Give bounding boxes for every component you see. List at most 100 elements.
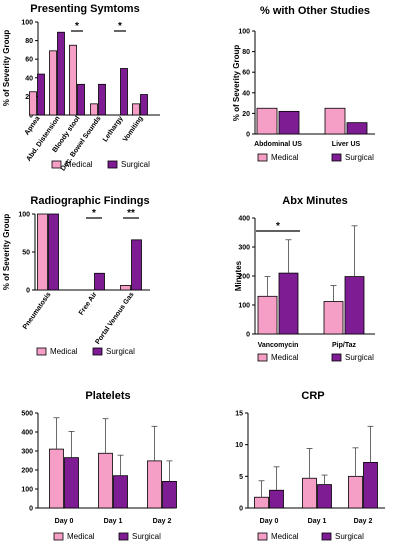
chart-title: % with Other Studies — [260, 5, 370, 17]
y-tick-label: 100 — [238, 303, 250, 310]
bar-surgical — [37, 73, 45, 116]
y-tick-label: 200 — [21, 468, 33, 475]
bar-medical — [147, 460, 162, 509]
bar-medical — [256, 107, 278, 135]
legend-swatch-surgical — [92, 347, 103, 356]
bar-medical — [49, 448, 64, 509]
category-label: Day 2 — [354, 518, 373, 525]
legend-label: Medical — [50, 347, 78, 356]
legend-label: Medical — [271, 153, 299, 162]
bar-surgical — [64, 457, 79, 509]
bar-medical — [37, 213, 48, 291]
bar-medical — [120, 285, 131, 291]
bar-medical — [254, 496, 269, 509]
y-tick-label: 20 — [242, 111, 250, 118]
y-tick-label: 80 — [25, 38, 33, 45]
legend-label: Surgical — [335, 532, 364, 541]
category-label: Vancomycin — [258, 342, 299, 349]
y-axis-label: % of Severity Group — [2, 214, 11, 291]
legend-swatch-surgical — [107, 160, 118, 169]
bar-medical — [98, 452, 113, 509]
y-tick-label: 0 — [26, 288, 30, 295]
bar-surgical — [140, 94, 148, 116]
y-tick-label: 40 — [242, 90, 250, 97]
chart-radiographic: Radiographic Findings % of Severity Group… — [2, 195, 150, 356]
legend-label: Surgical — [132, 532, 161, 541]
bar-surgical — [278, 272, 299, 335]
category-label: Pneumatosis — [22, 291, 53, 331]
category-label: Liver US — [332, 141, 361, 148]
bar-medical — [29, 91, 37, 116]
bar-surgical — [77, 83, 85, 116]
legend-label: Surgical — [106, 347, 135, 356]
legend-swatch-medical — [51, 160, 62, 169]
bar-medical — [323, 301, 344, 335]
chart-title: Platelets — [85, 390, 130, 402]
category-label: Abdominal US — [254, 141, 302, 148]
legend-label: Medical — [271, 532, 299, 541]
y-tick-label: 0 — [29, 113, 33, 120]
legend-label: Medical — [67, 532, 95, 541]
y-tick-label: 5 — [239, 474, 243, 481]
y-tick-label: 40 — [25, 75, 33, 82]
y-tick-label: 80 — [242, 49, 250, 56]
y-tick-label: 10 — [235, 442, 243, 449]
legend-label: Surgical — [345, 353, 374, 362]
chart-crp: CRP 0 5 10 15 Day 0 Day 1 Day 2 Medical Surgical — [235, 390, 385, 541]
chart-title: Radiographic Findings — [30, 195, 149, 207]
bar-medical — [257, 295, 278, 335]
y-tick-label: 300 — [21, 449, 33, 456]
bar-medical — [49, 50, 57, 116]
bar-surgical — [94, 272, 105, 291]
y-tick-label: 300 — [238, 245, 250, 252]
legend-swatch-surgical — [321, 532, 332, 541]
chart-abx-minutes: Abx Minutes Minutes 0 100 200 300 400 Vancomyci… — [234, 195, 375, 362]
y-tick-label: 100 — [18, 212, 30, 219]
category-label: Day 0 — [260, 518, 279, 525]
significance-label: * — [118, 21, 122, 32]
legend-swatch-surgical — [331, 353, 342, 362]
y-tick-label: 100 — [21, 20, 33, 27]
category-label: Day 1 — [104, 518, 123, 525]
chart-platelets: Platelets 0 100 200 300 400 500 Day 0 Day 1 Day 2… — [21, 390, 177, 541]
legend-label: Medical — [65, 160, 93, 169]
significance-label: * — [92, 208, 96, 219]
category-label: Day 2 — [153, 518, 172, 525]
y-tick-label: 500 — [21, 411, 33, 418]
y-tick-label: 0 — [246, 332, 250, 339]
bar-surgical — [363, 461, 378, 509]
bar-surgical — [120, 68, 128, 116]
legend-swatch-surgical — [331, 153, 342, 162]
legend-label: Medical — [271, 353, 299, 362]
category-label: Vomiting — [122, 115, 145, 143]
y-tick-label: 0 — [246, 132, 250, 139]
bar-surgical — [269, 489, 284, 509]
y-tick-label: 60 — [242, 70, 250, 77]
y-tick-label: 400 — [21, 430, 33, 437]
legend-swatch-medical — [53, 532, 64, 541]
chart-title: CRP — [301, 390, 324, 402]
y-tick-label: 0 — [29, 506, 33, 513]
bar-surgical — [344, 276, 365, 335]
y-tick-label: 0 — [239, 506, 243, 513]
bar-medical — [69, 44, 77, 116]
bar-surgical — [98, 83, 106, 116]
category-label: Day 0 — [55, 518, 74, 525]
chart-title: Presenting Symtoms — [30, 3, 139, 15]
bar-medical — [132, 103, 140, 116]
y-tick-label: 400 — [238, 216, 250, 223]
y-tick-label: 200 — [238, 274, 250, 281]
bar-surgical — [346, 122, 368, 135]
chart-other-studies: % with Other Studies % of Severity Group 0… — [232, 5, 375, 162]
y-tick-label: 15 — [235, 411, 243, 418]
bar-surgical — [57, 31, 65, 116]
bar-surgical — [278, 110, 300, 135]
legend-swatch-medical — [257, 153, 268, 162]
category-label: Pip/Taz — [332, 342, 356, 349]
bar-surgical — [131, 239, 142, 291]
chart-symptoms: Presenting Symtoms% of Severity Group020… — [2, 3, 160, 172]
category-label: Apnea — [24, 115, 42, 137]
legend-label: Surgical — [121, 160, 150, 169]
legend-swatch-medical — [257, 532, 268, 541]
